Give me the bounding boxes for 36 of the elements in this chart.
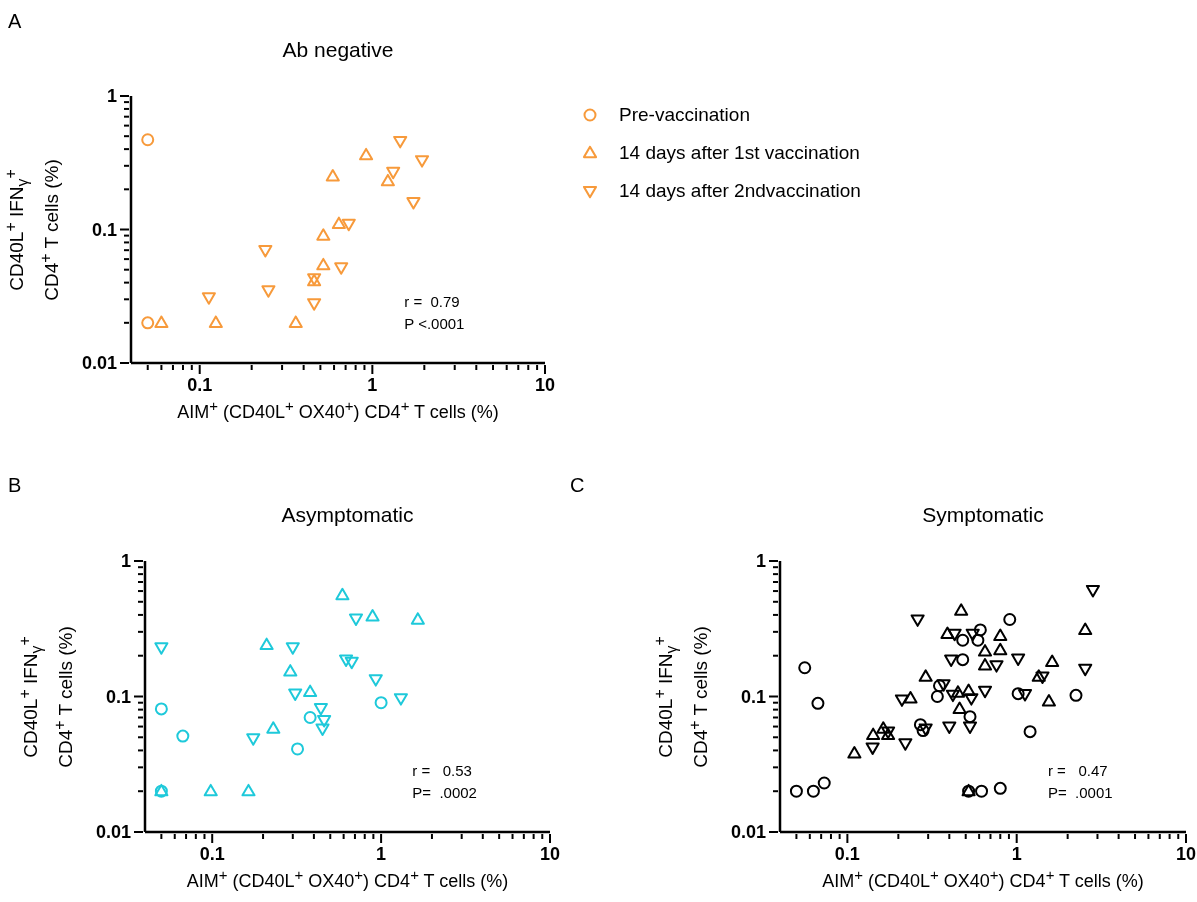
text: A <box>8 10 22 33</box>
y-tick-label: 1 <box>120 551 131 571</box>
y-tick-label: 1 <box>106 86 117 106</box>
legend-label: Pre-vaccination <box>619 104 750 126</box>
x-tick-label: 1 <box>367 375 378 395</box>
chart-title: Symptomatic <box>921 503 1045 527</box>
text: AIM$^{+}$ (CD40L$^{+}$ OX40$^{+}$) CD4$^{+}$ T cells (%) <box>186 866 509 891</box>
annotation: P= .0002 <box>412 783 477 803</box>
text: AIM$^{+}$ (CD40L$^{+}$ OX40$^{+}$) CD4$^{+}$ T cells (%) <box>177 397 499 422</box>
annotation: P <.0001 <box>404 314 465 334</box>
annotation: r = 0.47 <box>1047 761 1109 781</box>
x-tick-label: 0.1 <box>199 844 225 864</box>
x-tick-label: 0.1 <box>187 375 213 395</box>
annotation: r = 0.53 <box>412 761 473 781</box>
legend-label: 14 days after 2ndvaccination <box>619 180 861 202</box>
x-tick-label: 1 <box>376 844 387 864</box>
annotation: r = 0.79 <box>404 292 461 312</box>
text: C <box>570 474 585 497</box>
x-tick-label: 10 <box>1175 844 1197 864</box>
y-tick-label: 1 <box>755 551 766 571</box>
y-tick-label: 0.01 <box>81 353 117 373</box>
chart-title: Ab negative <box>281 38 395 62</box>
y-tick-label: 0.1 <box>105 686 131 707</box>
x-tick-label: 10 <box>539 844 561 864</box>
x-tick-label: 10 <box>534 375 556 395</box>
y-tick-label: 0.1 <box>91 219 117 240</box>
y-tick-label: 0.01 <box>730 822 766 842</box>
chart-title: Asymptomatic <box>280 503 415 527</box>
y-tick-label: 0.01 <box>95 822 131 842</box>
annotation: P= .0001 <box>1047 783 1113 803</box>
x-tick-label: 1 <box>1011 844 1022 864</box>
legend-label: 14 days after 1st vaccination <box>619 142 860 164</box>
text: B <box>8 474 22 497</box>
y-tick-label: 0.1 <box>740 686 766 707</box>
text: AIM$^{+}$ (CD40L$^{+}$ OX40$^{+}$) CD4$^{+}$ T cells (%) <box>822 866 1144 891</box>
x-tick-label: 0.1 <box>834 844 860 864</box>
